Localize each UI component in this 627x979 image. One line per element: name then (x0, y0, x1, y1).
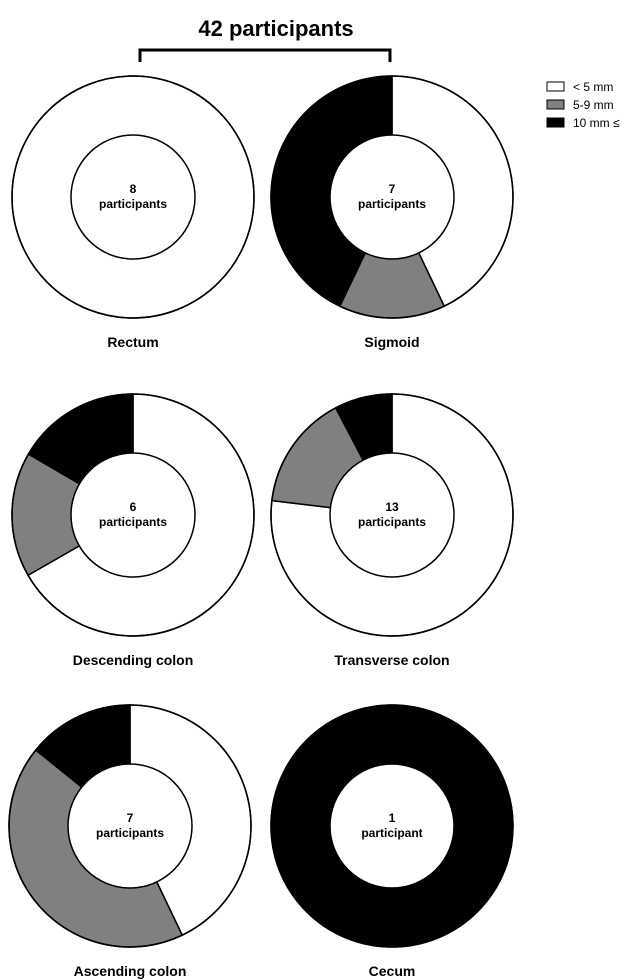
legend: < 5 mm 5-9 mm 10 mm ≤ (546, 80, 620, 130)
donut-label-ascending-colon: Ascending colon (74, 963, 187, 979)
center-hole-cecum (329, 763, 455, 889)
donut-label-rectum: Rectum (107, 334, 158, 350)
donut-label-transverse-colon: Transverse colon (334, 652, 449, 668)
center-unit-cecum: participant (361, 826, 422, 840)
center-count-transverse-colon: 13 (385, 500, 399, 514)
center-count-cecum: 1 (389, 811, 396, 825)
donut-label-cecum: Cecum (369, 963, 416, 979)
title-bracket (138, 48, 392, 62)
donut-charts: 8participantsRectum7participantsSigmoid6… (8, 75, 514, 979)
legend-swatch-ge10 (546, 117, 565, 128)
outer-ring-descending-colon (11, 393, 255, 637)
legend-label-lt5: < 5 mm (573, 80, 613, 94)
center-count-sigmoid: 7 (389, 182, 396, 196)
center-hole-ascending-colon (67, 763, 193, 889)
center-hole-transverse-colon (329, 452, 455, 578)
center-hole-descending-colon (70, 452, 196, 578)
outer-ring-transverse-colon (270, 393, 514, 637)
outer-ring-cecum (270, 704, 514, 948)
outer-ring-ascending-colon (8, 704, 252, 948)
legend-swatch-5to9 (546, 99, 565, 110)
center-hole-rectum (70, 134, 196, 260)
donut-label-descending-colon: Descending colon (73, 652, 194, 668)
center-unit-descending-colon: participants (99, 515, 167, 529)
center-unit-rectum: participants (99, 197, 167, 211)
legend-label-ge10: 10 mm ≤ (573, 116, 620, 130)
center-count-descending-colon: 6 (130, 500, 137, 514)
donut-label-sigmoid: Sigmoid (364, 334, 419, 350)
center-count-ascending-colon: 7 (127, 811, 134, 825)
figure-title: 42 participants (198, 16, 353, 41)
center-unit-transverse-colon: participants (358, 515, 426, 529)
center-count-rectum: 8 (130, 182, 137, 196)
outer-ring-sigmoid (270, 75, 514, 319)
outer-ring-rectum (11, 75, 255, 319)
center-hole-sigmoid (329, 134, 455, 260)
center-unit-sigmoid: participants (358, 197, 426, 211)
legend-label-5to9: 5-9 mm (573, 98, 614, 112)
legend-swatch-lt5 (546, 81, 565, 92)
center-unit-ascending-colon: participants (96, 826, 164, 840)
